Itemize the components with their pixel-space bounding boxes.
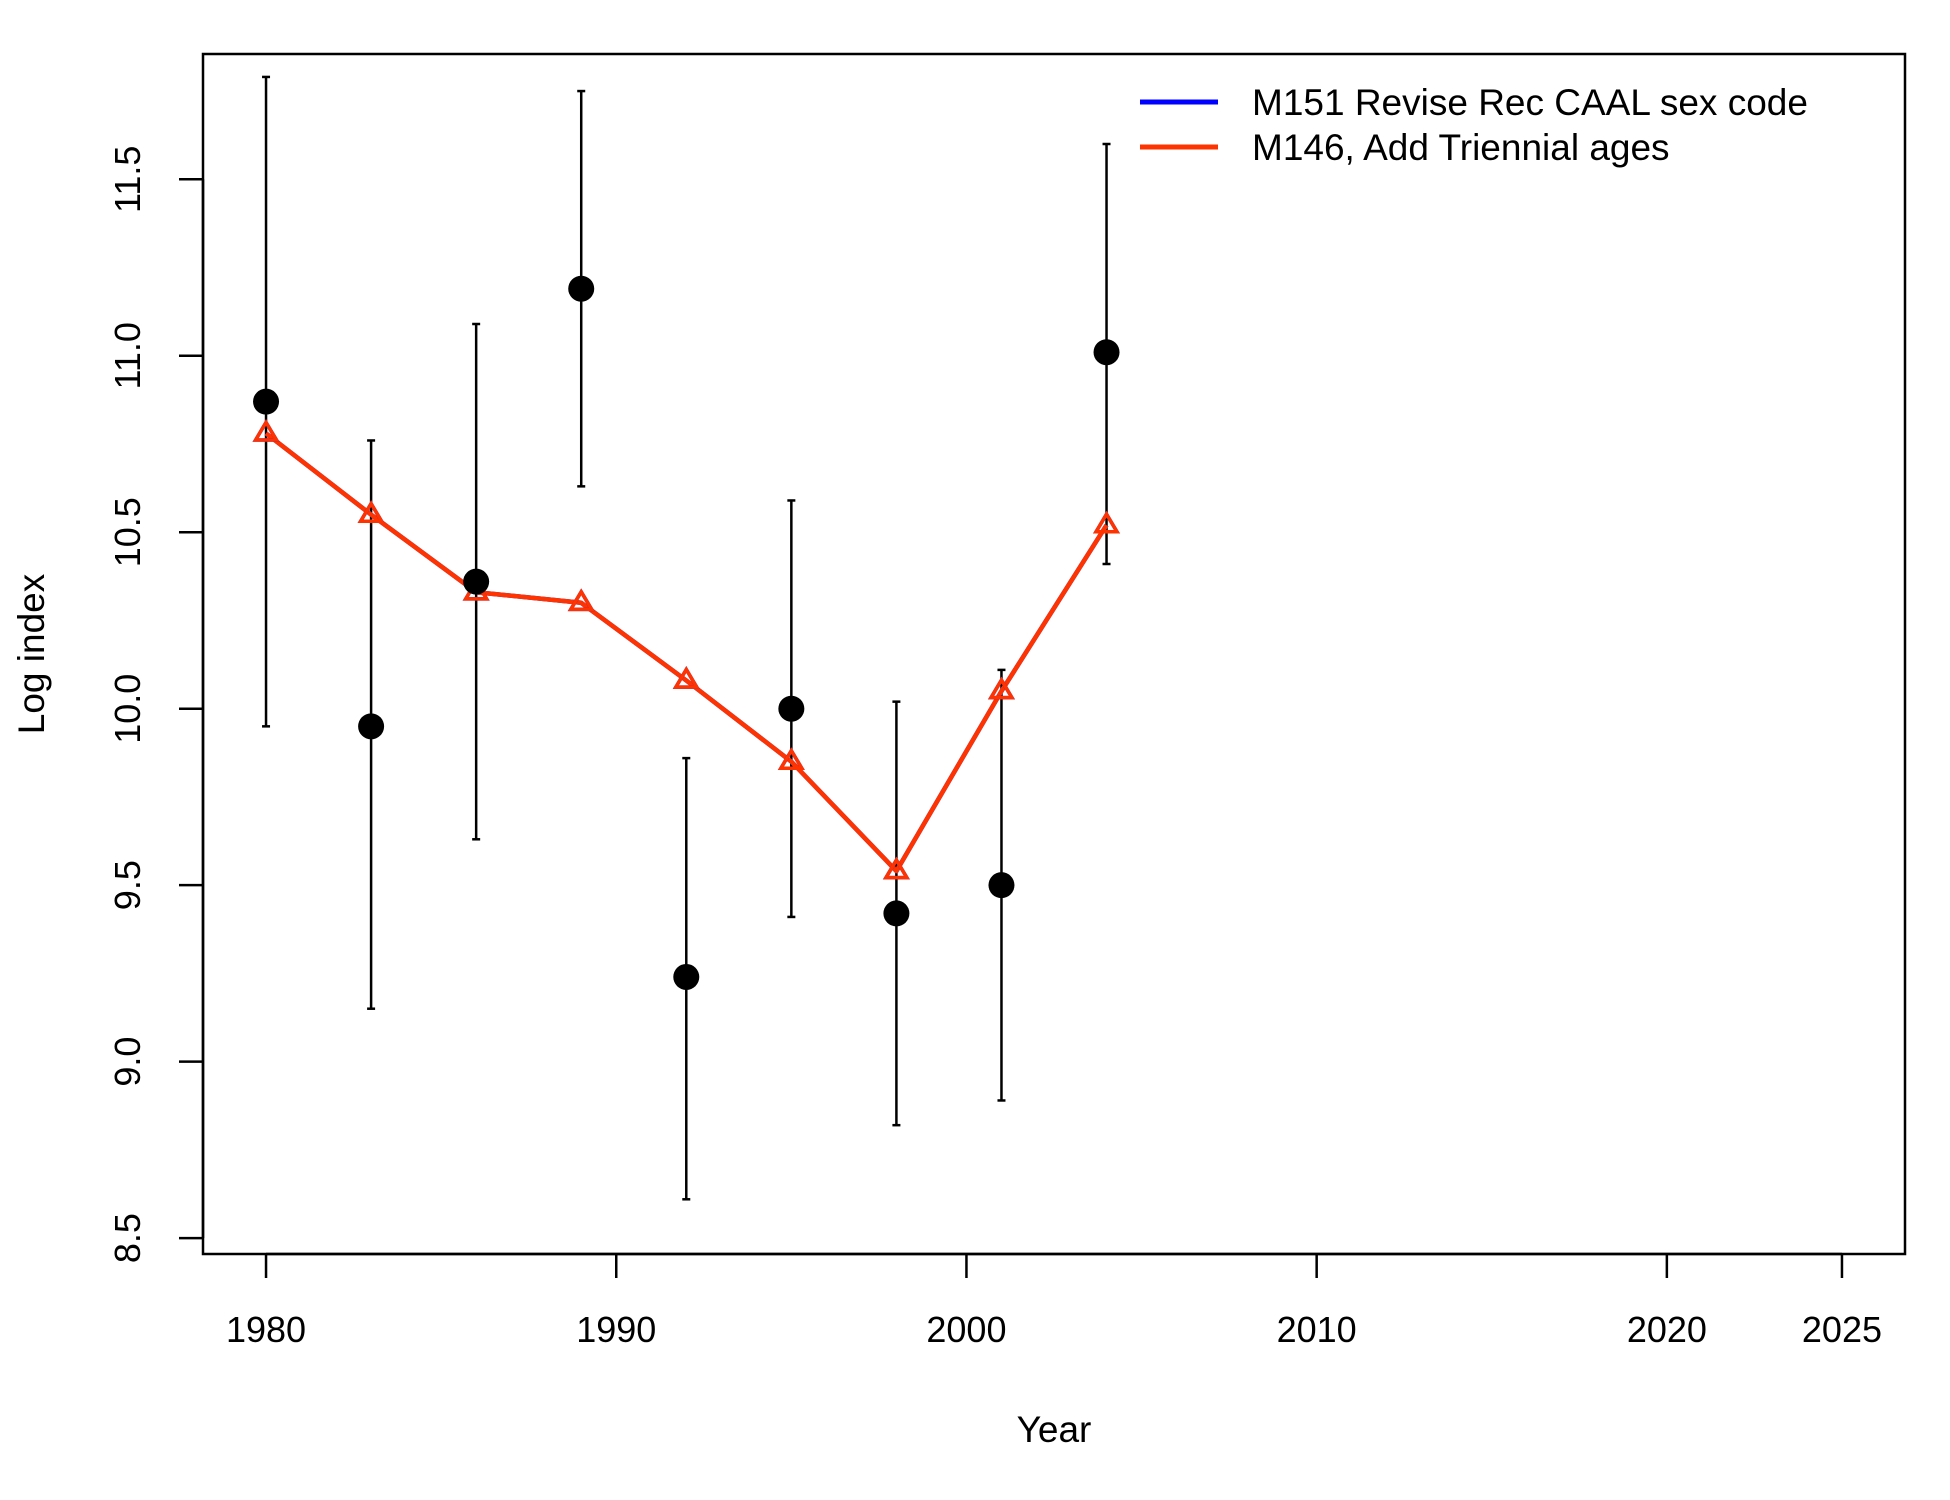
series-2-point — [357, 500, 385, 523]
observed-point — [1093, 339, 1120, 366]
observed-point — [673, 963, 700, 990]
y-tick-label: 11.5 — [107, 146, 148, 213]
y-tick-label: 10.0 — [107, 674, 148, 744]
x-tick-label: 1990 — [576, 1309, 656, 1350]
observed-point — [988, 872, 1015, 899]
y-axis: 8.5 9.0 9.5 10.0 10.5 11.0 11.5 — [107, 146, 205, 1263]
legend-label-1: M151 Revise Rec CAAL sex code — [1252, 82, 1808, 123]
y-tick-label: 8.5 — [107, 1213, 148, 1263]
series-2-point — [777, 747, 805, 770]
observed-point — [883, 900, 910, 927]
x-axis: 1980 1990 2000 2010 2020 2025 — [226, 1252, 1882, 1350]
series-2-point — [672, 666, 700, 689]
series-lines — [264, 431, 1109, 874]
series-2-point — [882, 856, 910, 880]
observed-point — [463, 568, 490, 595]
x-axis-title: Year — [1017, 1409, 1092, 1450]
observed-point — [358, 713, 385, 740]
series-2-point — [252, 418, 280, 442]
y-tick-label: 11.0 — [107, 322, 148, 389]
y-tick-label: 9.5 — [107, 860, 148, 910]
series-2-point — [1093, 510, 1121, 534]
observed-point — [778, 695, 805, 722]
legend-label-2: M146, Add Triennial ages — [1252, 127, 1670, 168]
series-2-point — [567, 588, 595, 612]
x-tick-label: 2000 — [926, 1309, 1006, 1350]
y-tick-label: 9.0 — [107, 1037, 148, 1087]
y-tick-label: 10.5 — [107, 497, 148, 567]
series-line-2 — [264, 431, 1109, 874]
x-tick-label: 2020 — [1627, 1309, 1707, 1350]
x-tick-label: 2025 — [1802, 1309, 1882, 1350]
y-axis-title: Log index — [11, 573, 52, 734]
observed-point — [253, 388, 280, 415]
x-tick-label: 2010 — [1277, 1309, 1357, 1350]
series-2-point — [987, 676, 1015, 700]
observed-points — [253, 275, 1120, 990]
observed-point — [568, 275, 595, 302]
x-tick-label: 1980 — [226, 1309, 306, 1350]
